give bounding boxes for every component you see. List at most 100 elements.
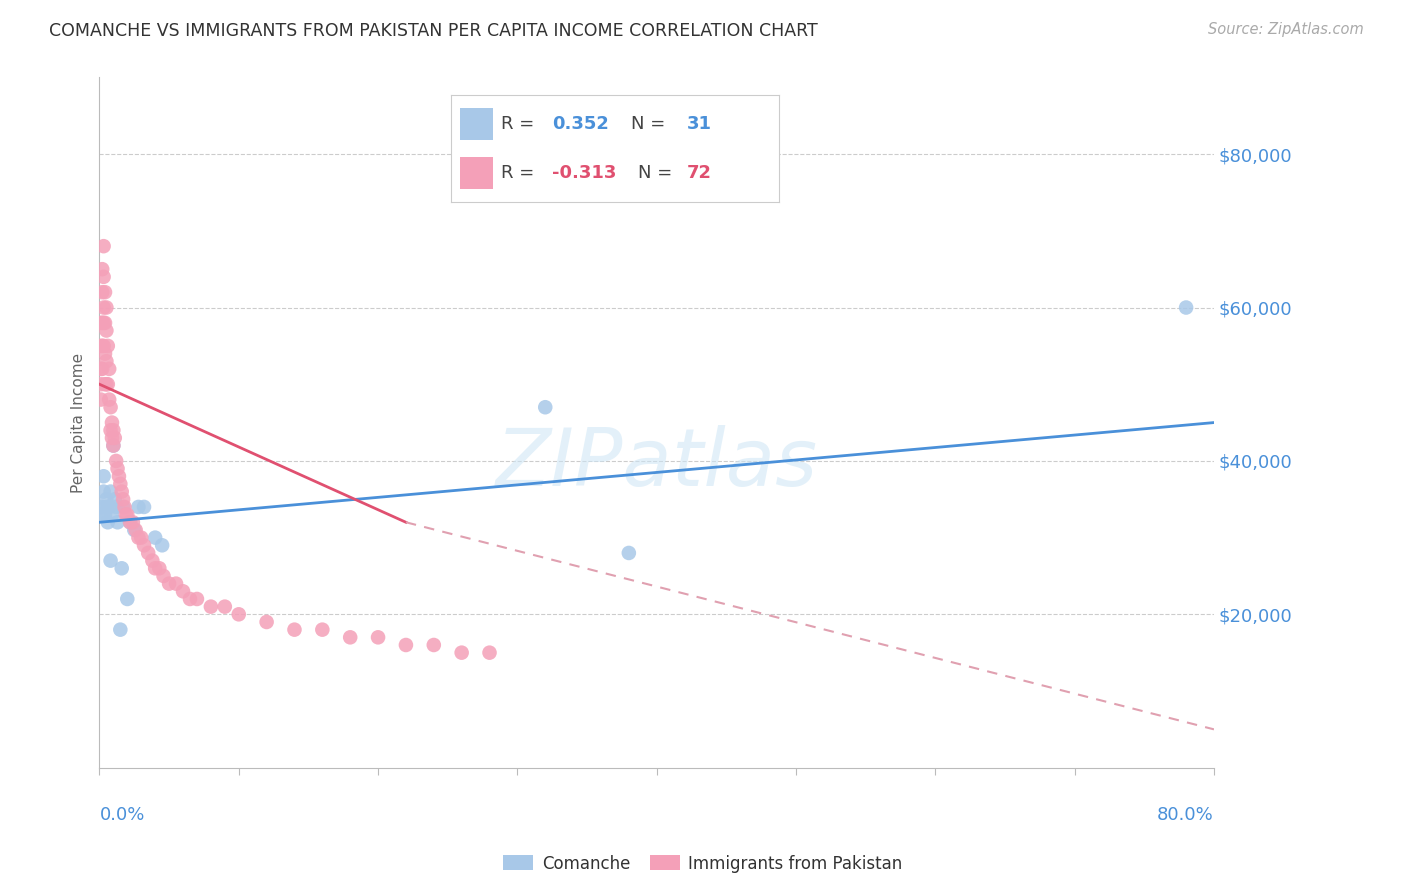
Point	[367, 630, 389, 644]
Point	[1175, 301, 1198, 315]
Point	[98, 362, 121, 376]
Point	[129, 531, 152, 545]
Point	[124, 523, 146, 537]
Point	[100, 401, 122, 415]
Point	[96, 354, 118, 368]
Point	[127, 500, 149, 514]
Text: COMANCHE VS IMMIGRANTS FROM PAKISTAN PER CAPITA INCOME CORRELATION CHART: COMANCHE VS IMMIGRANTS FROM PAKISTAN PER…	[49, 22, 818, 40]
Point	[132, 500, 155, 514]
Point	[101, 508, 124, 522]
Point	[101, 431, 124, 445]
Point	[94, 346, 117, 360]
Point	[93, 339, 115, 353]
Point	[186, 591, 208, 606]
Point	[94, 316, 117, 330]
Point	[136, 546, 159, 560]
Point	[91, 500, 114, 514]
Point	[114, 500, 136, 514]
Point	[172, 584, 194, 599]
Point	[103, 423, 125, 437]
Point	[105, 454, 128, 468]
Point	[283, 623, 305, 637]
Point	[98, 392, 121, 407]
Point	[90, 362, 112, 376]
Point	[179, 591, 201, 606]
Point	[120, 516, 142, 530]
Point	[228, 607, 250, 622]
Point	[104, 431, 127, 445]
Point	[423, 638, 446, 652]
Point	[94, 285, 117, 300]
Point	[148, 561, 170, 575]
Text: Source: ZipAtlas.com: Source: ZipAtlas.com	[1208, 22, 1364, 37]
Point	[90, 508, 112, 522]
Point	[96, 301, 118, 315]
Legend: Comanche, Immigrants from Pakistan: Comanche, Immigrants from Pakistan	[496, 848, 910, 880]
Point	[132, 538, 155, 552]
Point	[96, 324, 118, 338]
Point	[100, 423, 122, 437]
Point	[94, 377, 117, 392]
Point	[93, 316, 115, 330]
Point	[141, 554, 163, 568]
Point	[143, 531, 166, 545]
Point	[93, 239, 115, 253]
Point	[111, 484, 134, 499]
Point	[101, 416, 124, 430]
Text: ZIPatlas: ZIPatlas	[496, 425, 818, 503]
Point	[127, 531, 149, 545]
Point	[94, 508, 117, 522]
Point	[107, 461, 129, 475]
Point	[98, 500, 121, 514]
Point	[103, 439, 125, 453]
Point	[256, 615, 278, 629]
Point	[112, 500, 135, 514]
Point	[110, 623, 132, 637]
Point	[93, 469, 115, 483]
Point	[112, 492, 135, 507]
Point	[450, 646, 472, 660]
Point	[104, 492, 127, 507]
Point	[617, 546, 640, 560]
Point	[478, 646, 501, 660]
Point	[96, 377, 118, 392]
Point	[90, 316, 112, 330]
Point	[165, 576, 187, 591]
Point	[214, 599, 236, 614]
Point	[97, 377, 120, 392]
Text: 0.0%: 0.0%	[100, 805, 145, 823]
Point	[117, 508, 139, 522]
Point	[100, 484, 122, 499]
Point	[200, 599, 222, 614]
Point	[143, 561, 166, 575]
Point	[100, 554, 122, 568]
Point	[108, 469, 131, 483]
Point	[97, 516, 120, 530]
Point	[90, 377, 112, 392]
Point	[91, 339, 114, 353]
Point	[90, 339, 112, 353]
Point	[97, 339, 120, 353]
Point	[91, 316, 114, 330]
Point	[91, 285, 114, 300]
Point	[157, 576, 180, 591]
Text: 80.0%: 80.0%	[1157, 805, 1213, 823]
Point	[152, 569, 174, 583]
Point	[96, 500, 118, 514]
Point	[117, 591, 139, 606]
Point	[93, 301, 115, 315]
Point	[93, 484, 115, 499]
Point	[534, 401, 557, 415]
Y-axis label: Per Capita Income: Per Capita Income	[72, 352, 86, 492]
Point	[115, 508, 138, 522]
Point	[311, 623, 333, 637]
Point	[105, 500, 128, 514]
Point	[122, 523, 145, 537]
Point	[103, 439, 125, 453]
Point	[110, 477, 132, 491]
Point	[91, 362, 114, 376]
Point	[107, 516, 129, 530]
Point	[150, 538, 173, 552]
Point	[120, 516, 142, 530]
Point	[93, 269, 115, 284]
